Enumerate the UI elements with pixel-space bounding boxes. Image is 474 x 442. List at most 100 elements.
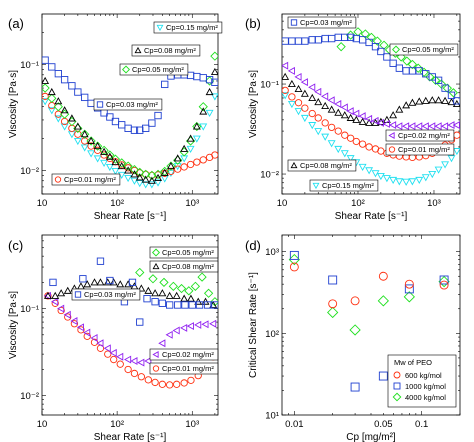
data-point bbox=[448, 88, 459, 98]
data-point bbox=[54, 115, 63, 123]
data-point bbox=[346, 107, 354, 116]
data-point bbox=[301, 104, 309, 112]
data-point bbox=[142, 124, 150, 132]
data-point bbox=[151, 298, 159, 306]
data-point bbox=[321, 92, 329, 101]
data-point bbox=[365, 143, 373, 151]
legend-marker bbox=[74, 291, 82, 298]
legend-box bbox=[385, 129, 455, 142]
data-point bbox=[154, 179, 162, 187]
legend-box bbox=[131, 44, 201, 57]
data-point bbox=[334, 145, 343, 154]
data-point bbox=[42, 92, 49, 101]
data-point bbox=[211, 301, 218, 309]
data-point bbox=[194, 320, 202, 329]
data-point bbox=[209, 319, 217, 328]
legend-box bbox=[51, 173, 121, 186]
data-point bbox=[402, 178, 411, 186]
legend-label: Cp=0.03 mg/m² bbox=[84, 290, 136, 299]
legend-label: Cp=0.05 mg/m² bbox=[162, 248, 214, 257]
legend-entry: Cp=0.08 mg/m² bbox=[131, 44, 201, 57]
legend-marker bbox=[290, 19, 298, 26]
data-point bbox=[407, 59, 418, 70]
data-point bbox=[188, 301, 196, 309]
data-point bbox=[124, 166, 133, 174]
data-point bbox=[186, 294, 195, 302]
legend-entry: Cp=0.05 mg/m² bbox=[389, 43, 459, 56]
data-point bbox=[389, 111, 398, 119]
data-point bbox=[110, 154, 121, 164]
data-point bbox=[447, 97, 456, 106]
data-point bbox=[358, 163, 367, 172]
data-point bbox=[282, 61, 289, 70]
data-point bbox=[144, 357, 152, 365]
data-point bbox=[124, 174, 133, 183]
data-point bbox=[192, 121, 202, 132]
x-axis-label: Shear Rate [s⁻¹] bbox=[335, 211, 408, 222]
data-point bbox=[174, 301, 182, 309]
data-point bbox=[100, 147, 109, 155]
data-point bbox=[382, 175, 391, 183]
legend-box bbox=[149, 246, 219, 259]
data-point bbox=[328, 275, 338, 285]
data-point bbox=[136, 126, 144, 134]
data-point bbox=[300, 114, 309, 123]
data-point bbox=[147, 176, 156, 184]
data-point bbox=[408, 122, 416, 131]
data-point bbox=[83, 328, 91, 337]
legend-entry: Cp=0.05 mg/m² bbox=[149, 246, 219, 259]
data-point bbox=[452, 121, 460, 130]
data-point bbox=[452, 148, 460, 156]
data-point bbox=[301, 37, 309, 45]
y-tick-label: 10⁻¹ bbox=[20, 60, 39, 71]
legend-label: Cp=0.15 mg/m² bbox=[166, 23, 218, 32]
data-point bbox=[210, 51, 218, 61]
data-point bbox=[186, 160, 195, 169]
data-point bbox=[73, 122, 82, 130]
legend-entry: Cp=0.03 mg/m² bbox=[71, 288, 141, 301]
data-point bbox=[57, 306, 65, 315]
data-point bbox=[430, 75, 441, 85]
data-point bbox=[130, 369, 139, 378]
data-point bbox=[159, 277, 169, 288]
x-tick-label: 0.1 bbox=[415, 419, 428, 430]
data-point bbox=[168, 281, 178, 292]
data-point bbox=[174, 165, 182, 173]
data-point bbox=[190, 281, 201, 292]
data-point bbox=[123, 161, 133, 171]
data-point bbox=[201, 320, 209, 329]
data-point bbox=[42, 83, 50, 93]
data-point bbox=[49, 278, 57, 287]
data-point bbox=[76, 323, 84, 332]
data-point bbox=[60, 123, 69, 131]
data-point bbox=[105, 152, 114, 160]
data-point bbox=[376, 118, 384, 127]
data-point bbox=[352, 115, 361, 123]
x-axis-label: Shear Rate [s⁻¹] bbox=[94, 211, 167, 222]
data-point bbox=[352, 137, 360, 146]
data-point bbox=[352, 109, 360, 118]
data-point bbox=[96, 257, 105, 265]
data-point bbox=[434, 76, 443, 84]
data-point bbox=[166, 161, 176, 171]
data-point bbox=[135, 180, 144, 188]
legend-label: 4000 kg/mol bbox=[405, 393, 446, 402]
x-tick-label: 10³ bbox=[427, 198, 441, 209]
data-point bbox=[195, 301, 204, 309]
data-point bbox=[158, 339, 166, 348]
data-point bbox=[353, 27, 363, 37]
data-point bbox=[129, 164, 140, 175]
x-tick-label: 0.01 bbox=[285, 419, 304, 430]
data-point bbox=[130, 126, 139, 134]
data-point bbox=[123, 355, 132, 364]
data-point bbox=[205, 87, 214, 96]
data-point bbox=[289, 250, 299, 260]
data-point bbox=[314, 128, 323, 136]
data-point bbox=[130, 177, 139, 185]
x-tick-label: 10 bbox=[277, 198, 288, 209]
data-point bbox=[137, 373, 145, 381]
legend-label: Cp=0.02 mg/m² bbox=[162, 350, 214, 359]
data-point bbox=[186, 134, 195, 142]
data-point bbox=[124, 365, 132, 374]
